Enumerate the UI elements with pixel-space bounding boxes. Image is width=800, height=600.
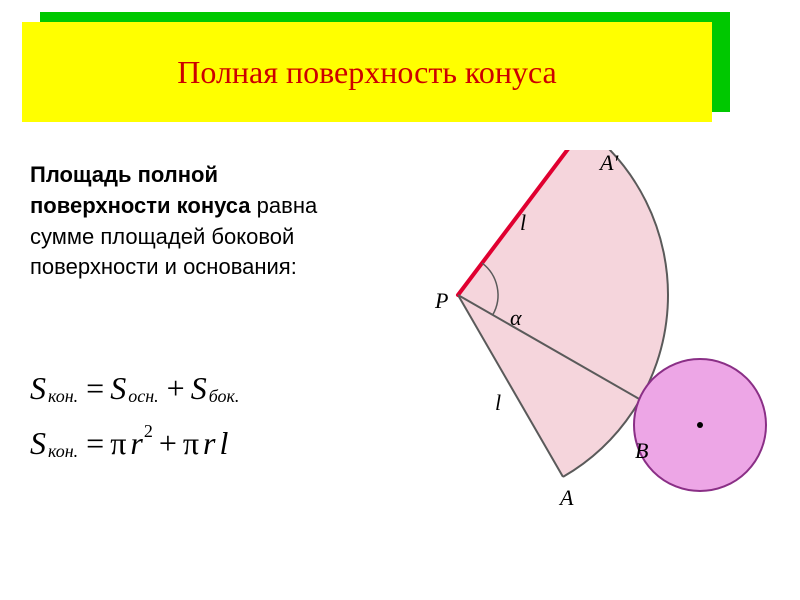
f1-t2-sym: S bbox=[191, 370, 207, 407]
f1-lhs-sub: кон. bbox=[48, 386, 78, 407]
f2-pi1: π bbox=[110, 425, 126, 462]
description-bold: Площадь полной поверхности конуса bbox=[30, 162, 251, 218]
f2-pi2: π bbox=[183, 425, 199, 462]
formula-1: S кон. = S осн. + S бок. bbox=[30, 370, 241, 407]
f1-t1-sym: S bbox=[110, 370, 126, 407]
f1-t1-sub: осн. bbox=[128, 386, 158, 407]
label-P: P bbox=[435, 288, 448, 314]
f2-lhs-sub: кон. bbox=[48, 441, 78, 462]
label-l_top: l bbox=[520, 210, 526, 236]
f2-r1: r bbox=[130, 425, 142, 462]
f2-sq: 2 bbox=[144, 421, 153, 442]
f1-lhs-sym: S bbox=[30, 370, 46, 407]
f2-l: l bbox=[219, 425, 228, 462]
f1-t2-sub: бок. bbox=[209, 386, 240, 407]
formula-block: S кон. = S осн. + S бок. S кон. = π r 2 … bbox=[30, 370, 241, 480]
label-Aprime: A′ bbox=[600, 150, 618, 176]
header-bar: Полная поверхность конуса bbox=[22, 22, 712, 122]
label-l_bot: l bbox=[495, 390, 501, 416]
f1-eq: = bbox=[86, 370, 104, 407]
formula-2: S кон. = π r 2 + π r l bbox=[30, 425, 241, 462]
diagram-svg bbox=[400, 150, 780, 550]
f1-plus: + bbox=[167, 370, 185, 407]
f2-lhs-sym: S bbox=[30, 425, 46, 462]
label-alpha: α bbox=[510, 305, 522, 331]
f2-plus: + bbox=[159, 425, 177, 462]
label-A: A bbox=[560, 485, 573, 511]
cone-diagram: P A′ A Bl l α bbox=[400, 150, 780, 550]
f2-eq: = bbox=[86, 425, 104, 462]
f2-r2: r bbox=[203, 425, 215, 462]
description-text: Площадь полной поверхности конуса равна … bbox=[30, 160, 360, 283]
page-title: Полная поверхность конуса bbox=[177, 54, 557, 91]
label-B: B bbox=[635, 438, 648, 464]
